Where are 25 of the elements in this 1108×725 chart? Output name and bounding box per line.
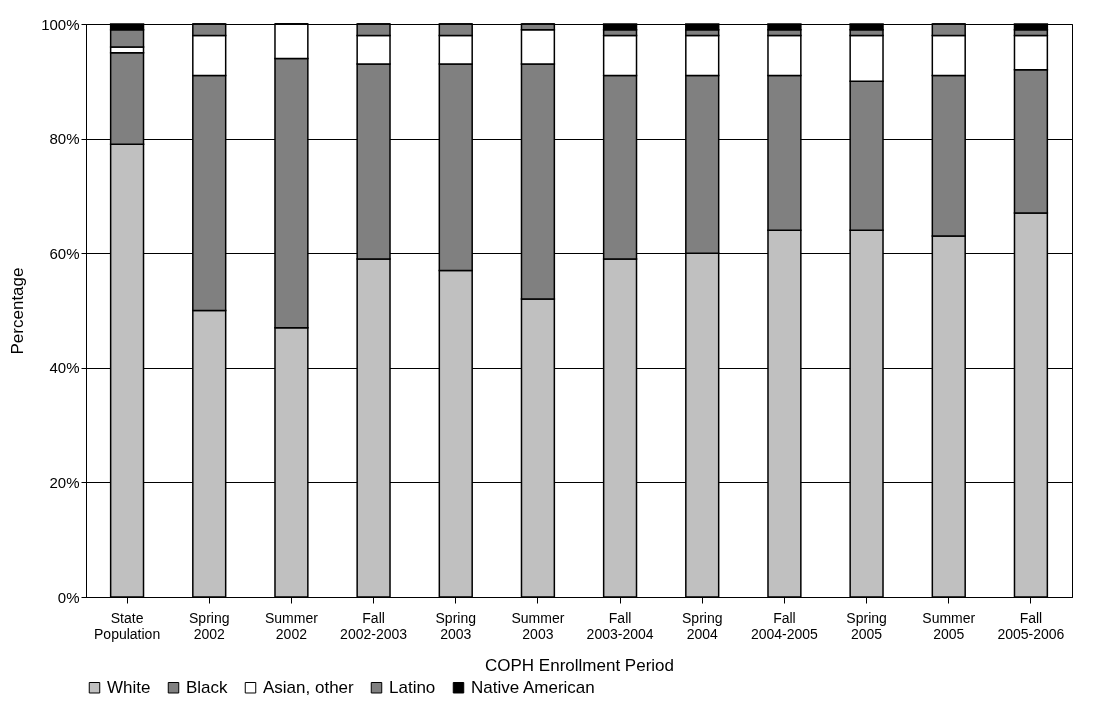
legend-label: Latino <box>389 677 436 697</box>
y-tick-label: 60% <box>49 244 80 262</box>
x-tick-label: Spring 2005 <box>846 609 887 642</box>
y-tick-label: 100% <box>41 15 80 33</box>
x-tick-label: Fall 2004-2005 <box>750 609 819 642</box>
x-tick-label: Summer 2003 <box>511 609 565 642</box>
x-tick-label: Fall 2005-2006 <box>997 609 1065 642</box>
x-tick-label: Fall 2002-2003 <box>340 609 408 642</box>
legend-label: Native American <box>471 677 595 697</box>
y-tick-label: 40% <box>49 359 80 377</box>
x-tick-label: Spring 2004 <box>682 609 723 642</box>
x-tick-label: Spring 2003 <box>435 609 476 642</box>
legend-label: White <box>107 677 151 697</box>
x-tick-label: Summer 2005 <box>922 609 976 642</box>
x-axis-title: COPH Enrollment Period <box>485 655 674 675</box>
legend-label: Black <box>186 677 229 697</box>
y-tick-label: 20% <box>49 473 80 491</box>
y-axis-title: Percentage <box>8 267 28 355</box>
x-tick-label: State Population <box>94 609 161 642</box>
x-tick-label: Spring 2002 <box>189 609 230 642</box>
x-tick-label: Fall 2003-2004 <box>586 609 654 642</box>
x-tick-label: Summer 2002 <box>264 609 319 642</box>
y-tick-label: 0% <box>57 588 80 606</box>
legend-label: Asian, other <box>263 677 355 697</box>
y-tick-label: 80% <box>49 130 80 148</box>
